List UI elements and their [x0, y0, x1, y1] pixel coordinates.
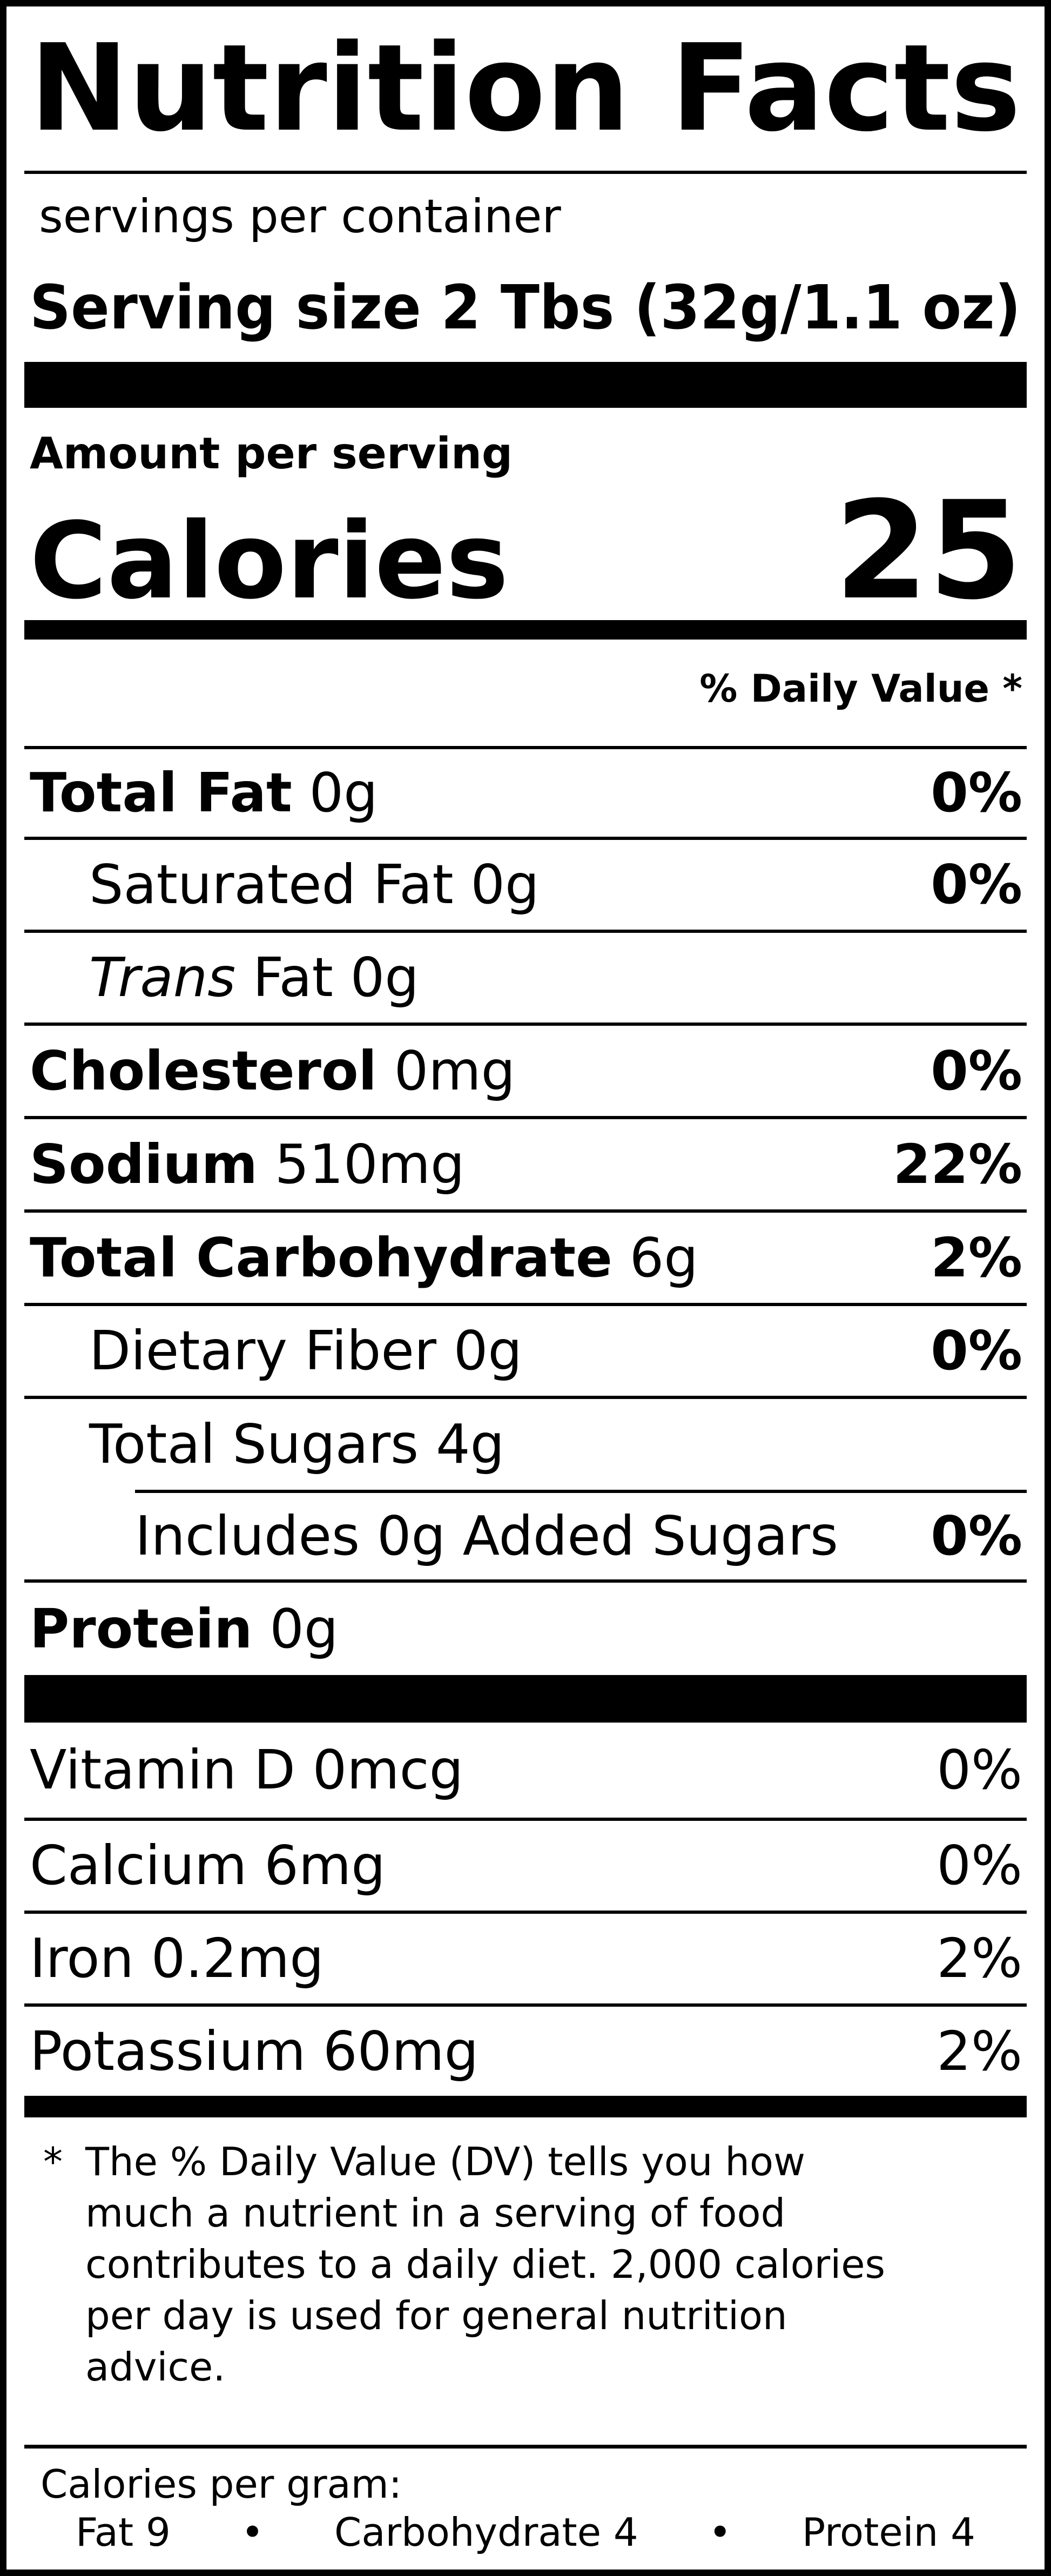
bullet-icon: •: [709, 2510, 732, 2555]
footnote-asterisk: *: [43, 2139, 63, 2184]
row-label: Potassium 60mg: [30, 2019, 479, 2083]
row-label: Total Sugars 4g: [89, 1413, 505, 1476]
divider: [24, 1818, 1027, 1821]
medium-bar-footnote: [24, 2096, 1027, 2117]
row-dv: 0%: [937, 1834, 1022, 1897]
row-label: Cholesterol 0mg: [30, 1039, 516, 1102]
divider-above-calories-per-gram: [24, 2445, 1027, 2449]
amount-per-serving: Amount per serving: [30, 428, 513, 479]
carbohydrate-per-gram: Carbohydrate 4: [334, 2510, 638, 2555]
row-dv: 22%: [893, 1132, 1022, 1196]
serving-size-svg: Serving size 2 Tbs (32g/1.1 oz): [30, 273, 1021, 343]
fat-per-gram: Fat 9: [76, 2510, 171, 2555]
row-potassium: Potassium 60mg 2%: [24, 2007, 1027, 2096]
divider: [24, 1396, 1027, 1399]
row-trans-fat: Trans Fat 0g: [24, 933, 1027, 1023]
divider: [24, 2003, 1027, 2007]
row-dv: 0%: [931, 761, 1022, 824]
row-label: Includes 0g Added Sugars: [135, 1504, 839, 1568]
row-label: Saturated Fat 0g: [89, 853, 540, 916]
servings-per-container: servings per container: [39, 190, 561, 244]
row-dv: 0%: [931, 1039, 1022, 1102]
row-dv: 2%: [931, 1226, 1022, 1289]
calories-value: 25: [834, 472, 1022, 629]
thick-bar-vitamins: [24, 1675, 1027, 1723]
row-saturated-fat: Saturated Fat 0g 0%: [24, 840, 1027, 930]
thick-bar-top: [24, 362, 1027, 408]
row-vitamin-d: Vitamin D 0mcg 0%: [24, 1723, 1027, 1818]
divider: [24, 1579, 1027, 1583]
calories-label: Calories: [30, 500, 509, 622]
row-dietary-fiber: Dietary Fiber 0g 0%: [24, 1306, 1027, 1396]
divider: [24, 1116, 1027, 1119]
daily-value-header: % Daily Value *: [699, 667, 1022, 711]
row-iron: Iron 0.2mg 2%: [24, 1914, 1027, 2003]
row-label: Vitamin D 0mcg: [30, 1738, 464, 1801]
bullet-icon: •: [241, 2510, 264, 2555]
row-label: Total Fat 0g: [30, 761, 378, 824]
row-label: Total Carbohydrate 6g: [30, 1226, 698, 1289]
row-dv: 0%: [931, 1504, 1022, 1568]
row-dv: 2%: [937, 2019, 1022, 2083]
divider: [24, 1911, 1027, 1914]
divider: [24, 1209, 1027, 1213]
row-cholesterol: Cholesterol 0mg 0%: [24, 1026, 1027, 1116]
divider-under-title: [24, 171, 1027, 174]
divider: [24, 930, 1027, 933]
row-label: Sodium 510mg: [30, 1132, 465, 1196]
row-added-sugars: Includes 0g Added Sugars 0%: [24, 1493, 1027, 1579]
row-label: Calcium 6mg: [30, 1834, 386, 1897]
serving-size-line: Serving size 2 Tbs (32g/1.1 oz): [30, 273, 1021, 343]
row-calcium: Calcium 6mg 0%: [24, 1821, 1027, 1911]
row-dv: 0%: [937, 1738, 1022, 1801]
divider: [24, 1303, 1027, 1306]
row-dv: 0%: [931, 1319, 1022, 1382]
calories-row: Calories 25: [24, 483, 1027, 618]
row-label: Dietary Fiber 0g: [89, 1319, 522, 1382]
protein-per-gram: Protein 4: [801, 2510, 975, 2555]
title-svg: Nutrition Facts: [30, 19, 1021, 157]
calories-per-gram-label: Calories per gram:: [41, 2461, 402, 2507]
row-label: Trans Fat 0g: [89, 946, 419, 1009]
medium-bar-calories: [24, 620, 1027, 640]
divider: [24, 1023, 1027, 1026]
divider-above-total-fat: [24, 746, 1027, 749]
divider-indented: [135, 1490, 1027, 1493]
row-label: Protein 0g: [30, 1597, 339, 1660]
row-protein: Protein 0g: [24, 1583, 1027, 1675]
calories-per-gram-values: Fat 9 • Carbohydrate 4 • Protein 4: [24, 2513, 1027, 2552]
footnote-text: The % Daily Value (DV) tells you how muc…: [85, 2139, 886, 2390]
row-total-sugars: Total Sugars 4g: [24, 1399, 1027, 1490]
row-dv: 0%: [931, 853, 1022, 916]
label-title: Nutrition Facts: [30, 19, 1021, 157]
row-total-carbohydrate: Total Carbohydrate 6g 2%: [24, 1213, 1027, 1303]
daily-value-footnote: * The % Daily Value (DV) tells you how m…: [24, 2136, 942, 2393]
row-total-fat: Total Fat 0g 0%: [24, 749, 1027, 837]
row-dv: 2%: [937, 1927, 1022, 1990]
row-sodium: Sodium 510mg 22%: [24, 1119, 1027, 1209]
row-label: Iron 0.2mg: [30, 1927, 324, 1990]
divider: [24, 837, 1027, 840]
